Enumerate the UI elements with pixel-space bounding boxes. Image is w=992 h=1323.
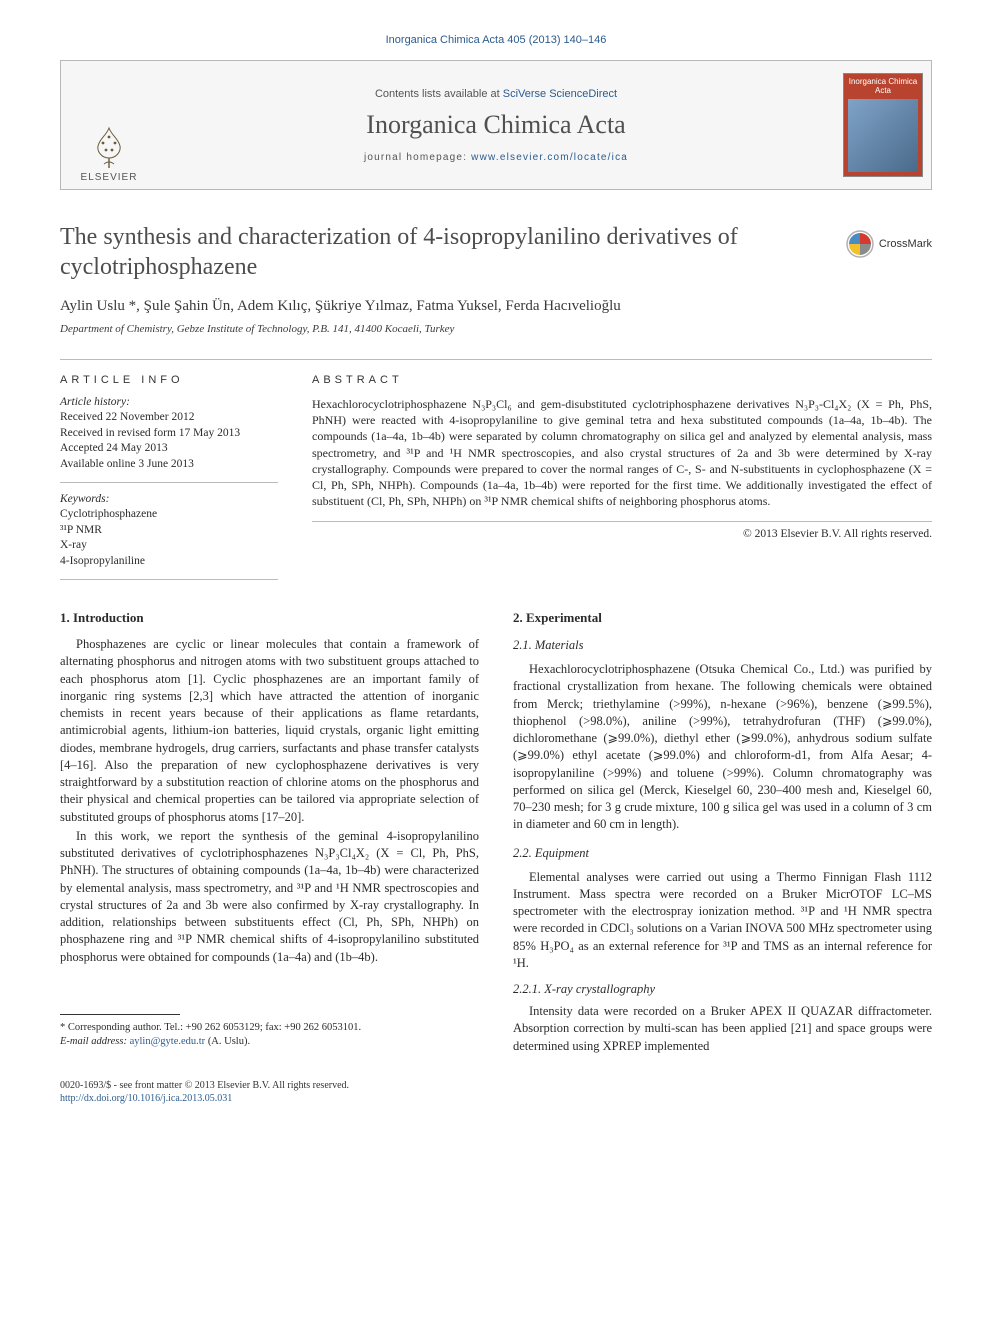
email-label: E-mail address: — [60, 1036, 130, 1047]
cover-image-placeholder — [848, 99, 918, 172]
section-2-1-heading: 2.1. Materials — [513, 638, 932, 653]
equipment-para: Elemental analyses were carried out usin… — [513, 869, 932, 973]
keywords-label: Keywords: — [60, 493, 278, 505]
footer-issn-line: 0020-1693/$ - see front matter © 2013 El… — [60, 1079, 932, 1092]
history-received: Received 22 November 2012 — [60, 410, 278, 426]
abstract-heading: ABSTRACT — [312, 374, 932, 386]
crossmark-label: CrossMark — [879, 238, 932, 250]
intro-para-1: Phosphazenes are cyclic or linear molecu… — [60, 636, 479, 826]
history-accepted: Accepted 24 May 2013 — [60, 441, 278, 457]
abstract-column: ABSTRACT Hexachlorocyclotriphosphazene N… — [312, 374, 932, 580]
history-label: Article history: — [60, 396, 278, 408]
contents-available-line: Contents lists available at SciVerse Sci… — [375, 88, 617, 100]
corresponding-author-note: * Corresponding author. Tel.: +90 262 60… — [60, 1021, 479, 1035]
keyword-4: 4-Isopropylaniline — [60, 554, 278, 570]
cover-cell: Inorganica Chimica Acta — [835, 61, 931, 189]
affiliation: Department of Chemistry, Gebze Institute… — [60, 323, 932, 335]
keywords-block: Keywords: Cyclotriphosphazene ³¹P NMR X-… — [60, 493, 278, 580]
section-2-2-heading: 2.2. Equipment — [513, 846, 932, 861]
publisher-name: ELSEVIER — [81, 172, 138, 183]
homepage-line: journal homepage: www.elsevier.com/locat… — [364, 152, 628, 163]
doi-link[interactable]: http://dx.doi.org/10.1016/j.ica.2013.05.… — [60, 1093, 232, 1104]
email-suffix: (A. Uslu). — [205, 1036, 250, 1047]
email-line: E-mail address: aylin@gyte.edu.tr (A. Us… — [60, 1035, 479, 1049]
section-1-heading: 1. Introduction — [60, 610, 479, 626]
body-columns: 1. Introduction Phosphazenes are cyclic … — [60, 610, 932, 1057]
crossmark-icon — [846, 230, 874, 258]
page-footer: 0020-1693/$ - see front matter © 2013 El… — [60, 1079, 932, 1105]
section-2-heading: 2. Experimental — [513, 610, 932, 626]
keyword-3: X-ray — [60, 538, 278, 554]
history-online: Available online 3 June 2013 — [60, 457, 278, 473]
right-column: 2. Experimental 2.1. Materials Hexachlor… — [513, 610, 932, 1057]
materials-para: Hexachlorocyclotriphosphazene (Otsuka Ch… — [513, 661, 932, 834]
authors-line: Aylin Uslu *, Şule Şahin Ün, Adem Kılıç,… — [60, 298, 932, 315]
publisher-logo-cell: ELSEVIER — [61, 61, 157, 189]
section-2-2-1-heading: 2.2.1. X-ray crystallography — [513, 982, 932, 997]
journal-header: ELSEVIER Contents lists available at Sci… — [60, 60, 932, 190]
keyword-1: Cyclotriphosphazene — [60, 507, 278, 523]
footnote-rule — [60, 1014, 180, 1015]
journal-reference: Inorganica Chimica Acta 405 (2013) 140–1… — [60, 34, 932, 46]
cover-title: Inorganica Chimica Acta — [848, 78, 918, 96]
abstract-copyright: © 2013 Elsevier B.V. All rights reserved… — [312, 528, 932, 540]
journal-title: Inorganica Chimica Acta — [366, 110, 625, 140]
xray-para: Intensity data were recorded on a Bruker… — [513, 1003, 932, 1055]
keyword-2: ³¹P NMR — [60, 523, 278, 539]
article-info-column: ARTICLE INFO Article history: Received 2… — [60, 374, 278, 580]
homepage-prefix: journal homepage: — [364, 152, 471, 163]
article-history-block: Article history: Received 22 November 20… — [60, 396, 278, 483]
intro-para-2: In this work, we report the synthesis of… — [60, 828, 479, 966]
left-column: 1. Introduction Phosphazenes are cyclic … — [60, 610, 479, 1057]
elsevier-tree-icon — [86, 124, 132, 170]
journal-cover-thumbnail: Inorganica Chimica Acta — [843, 73, 923, 177]
article-info-heading: ARTICLE INFO — [60, 374, 278, 386]
meta-row: ARTICLE INFO Article history: Received 2… — [60, 359, 932, 580]
contents-prefix: Contents lists available at — [375, 88, 503, 100]
crossmark-badge[interactable]: CrossMark — [846, 230, 932, 258]
homepage-link[interactable]: www.elsevier.com/locate/ica — [471, 152, 628, 163]
article-title: The synthesis and characterization of 4-… — [60, 222, 820, 282]
abstract-text: Hexachlorocyclotriphosphazene N₃P₃Cl₆ an… — [312, 396, 932, 522]
article-head: The synthesis and characterization of 4-… — [60, 222, 932, 335]
email-link[interactable]: aylin@gyte.edu.tr — [130, 1036, 206, 1047]
publisher-logo: ELSEVIER — [69, 101, 149, 183]
header-center: Contents lists available at SciVerse Sci… — [157, 61, 835, 189]
sciencedirect-link[interactable]: SciVerse ScienceDirect — [503, 88, 617, 100]
history-revised: Received in revised form 17 May 2013 — [60, 426, 278, 442]
